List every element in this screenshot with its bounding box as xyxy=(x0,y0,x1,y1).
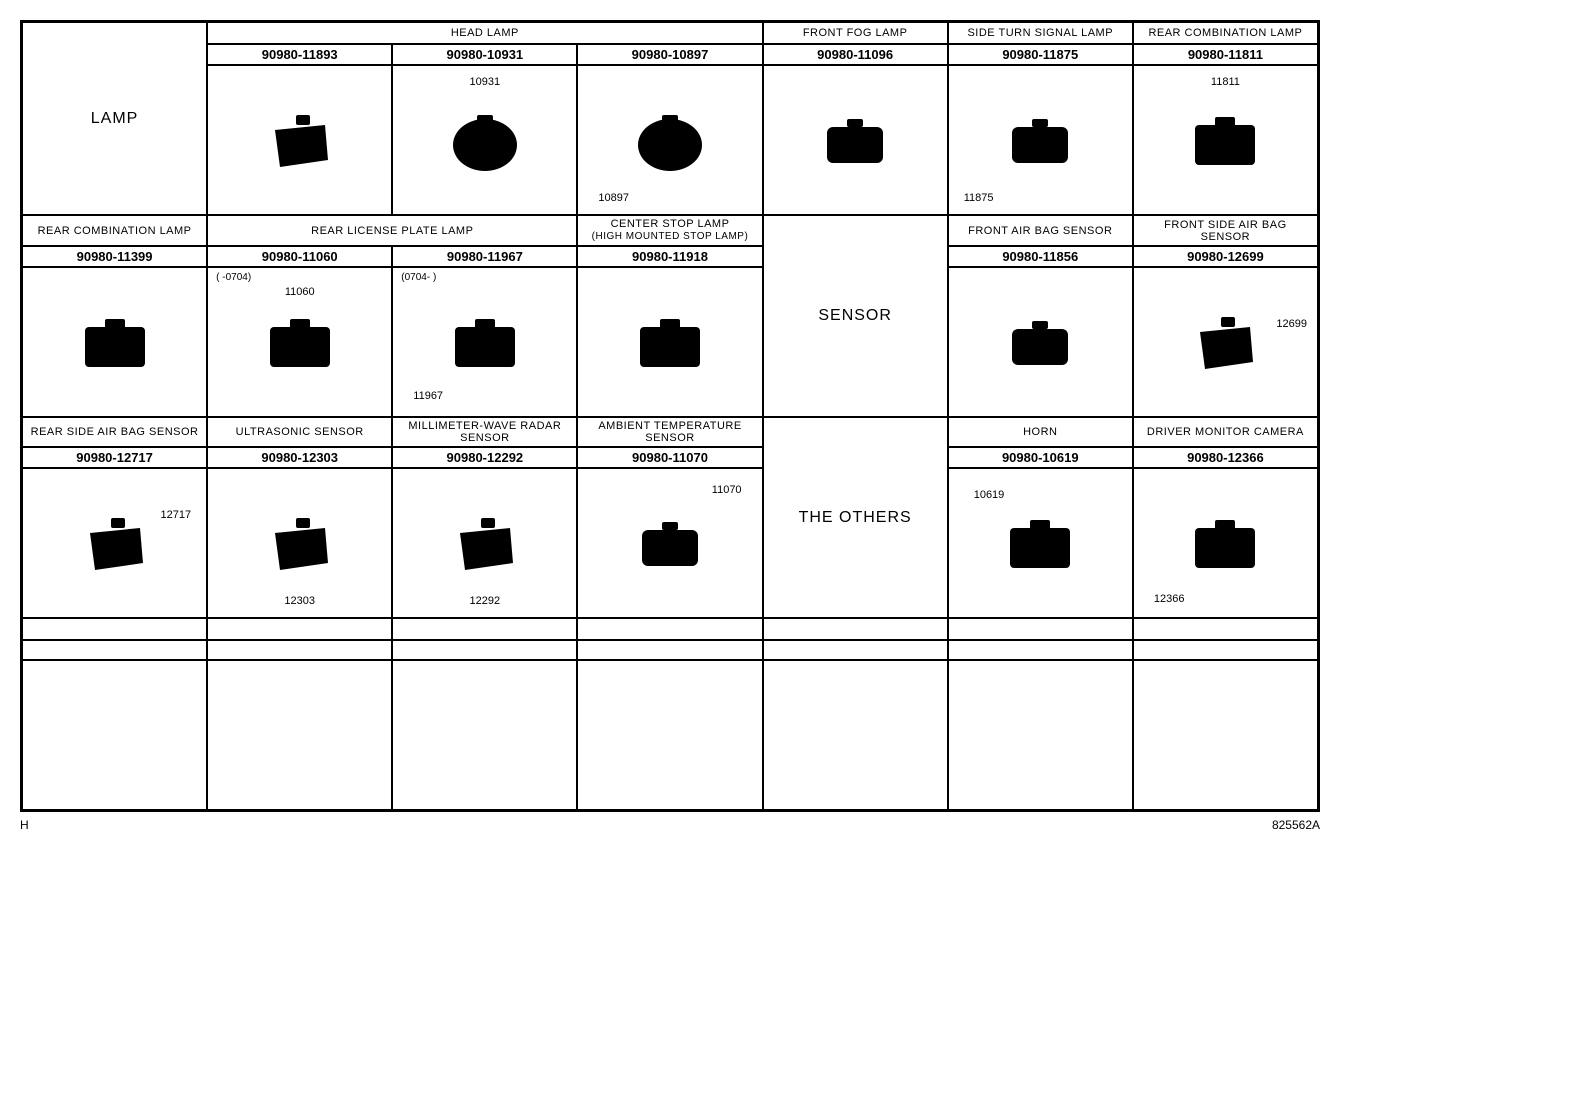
callout-label: 11875 xyxy=(964,192,994,204)
connector-image: 12292 xyxy=(392,468,577,618)
part-number: 90980-12717 xyxy=(22,447,207,468)
empty-header xyxy=(948,618,1133,640)
connector-image: 12717 xyxy=(22,468,207,618)
part-number: 90980-10619 xyxy=(948,447,1133,468)
empty-header xyxy=(1133,618,1318,640)
others-label: THE OTHERS xyxy=(799,509,912,527)
horn-header: HORN xyxy=(948,417,1133,447)
part-number: 90980-11060 xyxy=(207,246,392,267)
part-number: 90980-10897 xyxy=(577,44,762,65)
page-footer: H 825562A xyxy=(20,812,1320,832)
section-sensor: SENSOR xyxy=(763,215,948,417)
empty-header xyxy=(763,618,948,640)
empty-part xyxy=(392,640,577,660)
front-fog-header: FRONT FOG LAMP xyxy=(763,22,948,44)
rear-combo-header: REAR COMBINATION LAMP xyxy=(1133,22,1318,44)
connector-image xyxy=(577,267,762,417)
part-number: 90980-12303 xyxy=(207,447,392,468)
empty-part xyxy=(948,640,1133,660)
rear-license-header: REAR LICENSE PLATE LAMP xyxy=(207,215,577,246)
callout-label: 11070 xyxy=(712,484,742,496)
empty-image xyxy=(577,660,762,810)
empty-header xyxy=(392,618,577,640)
part-number: 90980-12292 xyxy=(392,447,577,468)
footer-right: 825562A xyxy=(1272,818,1320,832)
section-lamp: LAMP xyxy=(22,22,207,215)
sensor-label: SENSOR xyxy=(818,307,892,325)
footer-left: H xyxy=(20,818,29,832)
mmwave-header: MILLIMETER-WAVE RADAR SENSOR xyxy=(392,417,577,447)
connector-image: 12366 xyxy=(1133,468,1318,618)
connector-image: 11811 xyxy=(1133,65,1318,215)
callout-label: 10619 xyxy=(974,489,1005,501)
side-turn-header: SIDE TURN SIGNAL LAMP xyxy=(948,22,1133,44)
center-stop-header: CENTER STOP LAMP (HIGH MOUNTED STOP LAMP… xyxy=(577,215,762,246)
empty-header xyxy=(577,618,762,640)
driver-monitor-header: DRIVER MONITOR CAMERA xyxy=(1133,417,1318,447)
callout-label: 12292 xyxy=(470,595,501,607)
callout-label: 12366 xyxy=(1154,593,1185,605)
empty-image xyxy=(948,660,1133,810)
part-number: 90980-11856 xyxy=(948,246,1133,267)
ambient-header: AMBIENT TEMPERATURE SENSOR xyxy=(577,417,762,447)
part-number: 90980-12366 xyxy=(1133,447,1318,468)
callout-label: 11811 xyxy=(1211,76,1240,88)
callout-label: 10931 xyxy=(470,76,501,88)
head-lamp-header: HEAD LAMP xyxy=(207,22,762,44)
part-number: 90980-11070 xyxy=(577,447,762,468)
front-airbag-header: FRONT AIR BAG SENSOR xyxy=(948,215,1133,246)
connector-image: ( -0704) 11060 xyxy=(207,267,392,417)
part-number: 90980-11893 xyxy=(207,44,392,65)
callout-label: 12303 xyxy=(284,595,315,607)
part-number: 90980-11967 xyxy=(392,246,577,267)
connector-image: 10619 xyxy=(948,468,1133,618)
connector-table: LAMP HEAD LAMP FRONT FOG LAMP SIDE TURN … xyxy=(20,20,1320,812)
connector-image xyxy=(207,65,392,215)
empty-part xyxy=(763,640,948,660)
connector-image: 11070 xyxy=(577,468,762,618)
connector-image: 11875 xyxy=(948,65,1133,215)
rear-combo-header-2: REAR COMBINATION LAMP xyxy=(22,215,207,246)
callout-label: 11967 xyxy=(413,390,443,402)
part-number: 90980-11875 xyxy=(948,44,1133,65)
empty-image xyxy=(207,660,392,810)
part-number: 90980-11811 xyxy=(1133,44,1318,65)
callout-label: 12717 xyxy=(161,509,192,521)
empty-image xyxy=(22,660,207,810)
connector-image: 10897 xyxy=(577,65,762,215)
empty-header xyxy=(22,618,207,640)
empty-part xyxy=(207,640,392,660)
connector-image xyxy=(22,267,207,417)
connector-image: 12303 xyxy=(207,468,392,618)
part-number: 90980-12699 xyxy=(1133,246,1318,267)
connector-image: 12699 xyxy=(1133,267,1318,417)
connector-image xyxy=(948,267,1133,417)
date-note: ( -0704) xyxy=(216,272,251,283)
callout-label: 11060 xyxy=(285,286,315,298)
rear-side-airbag-header: REAR SIDE AIR BAG SENSOR xyxy=(22,417,207,447)
part-number: 90980-10931 xyxy=(392,44,577,65)
empty-image xyxy=(1133,660,1318,810)
connector-image: (0704- ) 11967 xyxy=(392,267,577,417)
empty-image xyxy=(392,660,577,810)
lamp-label: LAMP xyxy=(91,110,139,128)
part-number: 90980-11096 xyxy=(763,44,948,65)
empty-part xyxy=(1133,640,1318,660)
ultrasonic-header: ULTRASONIC SENSOR xyxy=(207,417,392,447)
connector-image: 10931 xyxy=(392,65,577,215)
front-side-airbag-header: FRONT SIDE AIR BAG SENSOR xyxy=(1133,215,1318,246)
connector-image xyxy=(763,65,948,215)
section-others: THE OTHERS xyxy=(763,417,948,618)
callout-label: 12699 xyxy=(1276,318,1307,330)
empty-part xyxy=(22,640,207,660)
callout-label: 10897 xyxy=(598,192,629,204)
empty-header xyxy=(207,618,392,640)
part-number: 90980-11399 xyxy=(22,246,207,267)
date-note: (0704- ) xyxy=(401,272,436,283)
empty-part xyxy=(577,640,762,660)
part-number: 90980-11918 xyxy=(577,246,762,267)
empty-image xyxy=(763,660,948,810)
